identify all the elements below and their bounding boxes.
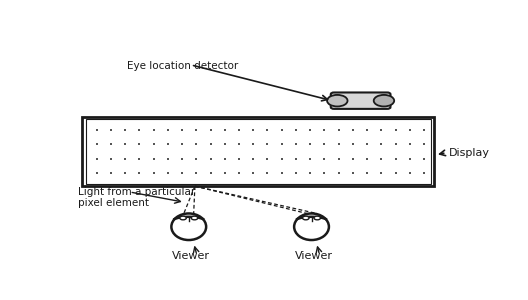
Text: Viewer: Viewer	[172, 251, 210, 261]
Text: Eye location detector: Eye location detector	[127, 61, 239, 71]
Text: Light from a particular
pixel element: Light from a particular pixel element	[78, 187, 195, 208]
Ellipse shape	[294, 214, 329, 240]
Circle shape	[374, 95, 394, 106]
Circle shape	[314, 216, 320, 220]
Bar	[82, 117, 434, 186]
Bar	[86, 119, 431, 184]
Ellipse shape	[172, 214, 206, 240]
Circle shape	[327, 95, 347, 106]
Circle shape	[180, 216, 186, 220]
Circle shape	[303, 216, 309, 220]
Text: Display: Display	[449, 148, 489, 158]
Circle shape	[191, 216, 198, 220]
FancyBboxPatch shape	[331, 92, 391, 109]
Text: Viewer: Viewer	[295, 251, 333, 261]
